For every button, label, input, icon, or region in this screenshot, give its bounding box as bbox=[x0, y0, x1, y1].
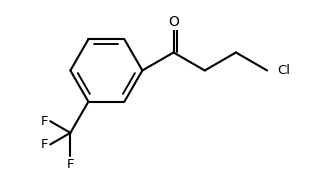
Text: F: F bbox=[41, 115, 48, 128]
Text: Cl: Cl bbox=[278, 64, 291, 77]
Text: O: O bbox=[168, 15, 179, 29]
Text: F: F bbox=[41, 138, 48, 151]
Text: F: F bbox=[67, 158, 74, 171]
